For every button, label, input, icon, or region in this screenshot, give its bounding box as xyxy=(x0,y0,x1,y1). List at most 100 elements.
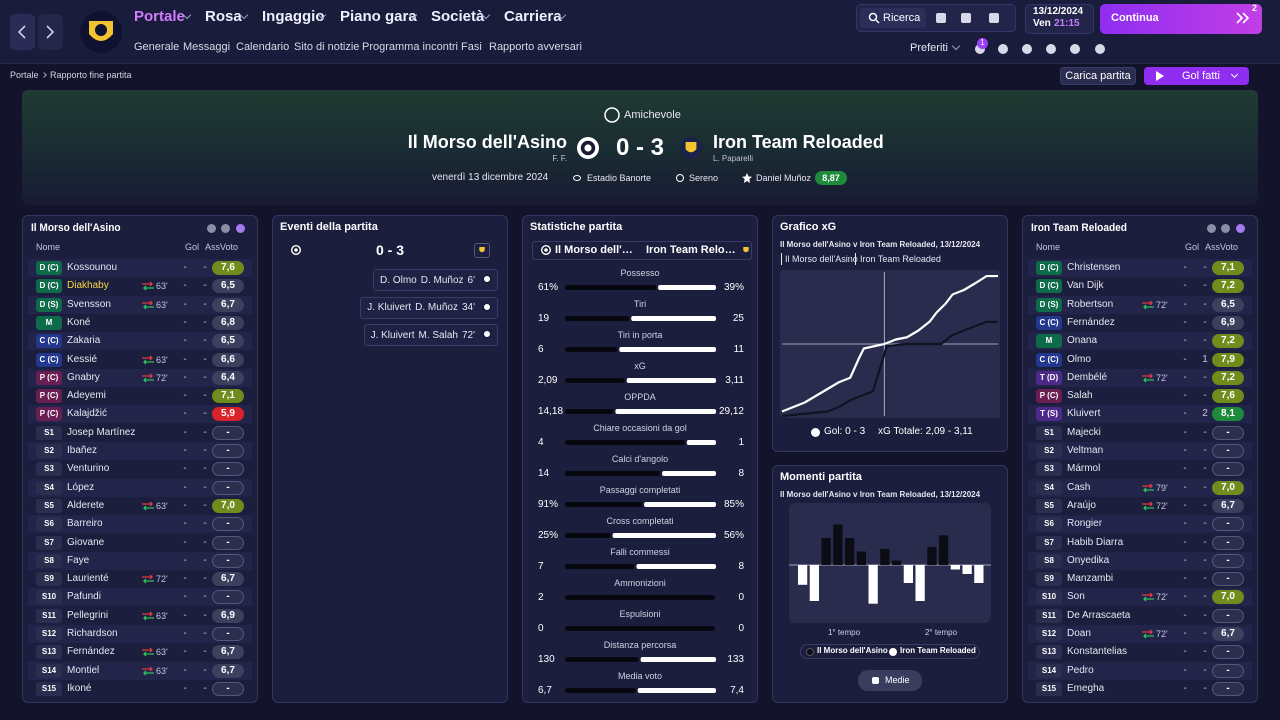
back-button[interactable] xyxy=(10,14,35,50)
forward-button[interactable] xyxy=(38,14,63,50)
stadium-icon xyxy=(573,175,581,181)
player-name[interactable]: Adeyemi xyxy=(67,390,106,402)
player-name[interactable]: Konstantelias xyxy=(1067,646,1128,658)
player-name[interactable]: Ikoné xyxy=(67,682,92,694)
player-name[interactable]: Giovane xyxy=(67,536,105,548)
play-icon xyxy=(1156,71,1164,81)
toolbar-icon[interactable] xyxy=(961,13,971,23)
player-name[interactable]: Svensson xyxy=(67,298,111,310)
breadcrumb-item[interactable]: Portale xyxy=(10,70,39,80)
panel-dot xyxy=(1236,224,1245,233)
load-match-button[interactable] xyxy=(1060,67,1136,85)
search-label[interactable]: Ricerca xyxy=(883,12,921,24)
menu-item[interactable]: Società xyxy=(431,8,485,25)
player-name[interactable]: Onana xyxy=(1067,335,1098,347)
player-name[interactable]: Olmo xyxy=(1067,353,1091,365)
player-name[interactable]: Laurienté xyxy=(67,573,109,585)
search-button[interactable] xyxy=(860,8,926,28)
player-name[interactable]: Cash xyxy=(1067,481,1091,493)
home-team-name: Il Morso dell'Asino xyxy=(407,132,567,152)
menu-item[interactable]: Ingaggio xyxy=(262,8,325,25)
player-name[interactable]: Pafundi xyxy=(67,591,101,603)
goals-label[interactable]: Gol fatti xyxy=(1182,70,1220,82)
quick-icon[interactable] xyxy=(1070,44,1080,54)
player-name[interactable]: Rongier xyxy=(1067,518,1103,530)
player-name[interactable]: Araújo xyxy=(1067,499,1096,511)
quick-icon[interactable] xyxy=(1095,44,1105,54)
stat-bar-home xyxy=(565,502,643,507)
submenu-item[interactable]: Calendario xyxy=(236,41,290,53)
player-name[interactable]: Zakaria xyxy=(67,335,101,347)
player-name[interactable]: Pellegrini xyxy=(67,609,109,621)
player-name[interactable]: Christensen xyxy=(1067,262,1121,273)
continue-button[interactable] xyxy=(1100,4,1262,34)
player-name[interactable]: Kluivert xyxy=(1067,408,1101,420)
player-name[interactable]: Emegha xyxy=(1067,682,1105,694)
submenu-item[interactable]: Programma incontri xyxy=(362,41,458,53)
player-name[interactable]: Fernández xyxy=(1067,316,1115,328)
menu-item[interactable]: Portale xyxy=(134,8,185,25)
quick-icon[interactable] xyxy=(975,44,985,54)
submenu-item[interactable]: Sito di notizie xyxy=(294,41,360,53)
player-name[interactable]: Koné xyxy=(67,316,91,328)
submenu-item[interactable]: Generale xyxy=(134,41,180,53)
toolbar-icon[interactable] xyxy=(989,13,999,23)
player-name[interactable]: López xyxy=(67,481,95,493)
player-name[interactable]: Robertson xyxy=(1067,298,1114,310)
favorites[interactable]: Preferiti xyxy=(910,42,948,54)
menu-item[interactable]: Rosa xyxy=(205,8,242,25)
quick-icon[interactable] xyxy=(1022,44,1032,54)
player-name[interactable]: Kossounou xyxy=(67,262,118,273)
submenu-item[interactable]: Messaggi xyxy=(183,41,231,53)
player-name[interactable]: Diakhaby xyxy=(67,280,109,292)
player-name[interactable]: Kessié xyxy=(67,353,98,365)
player-name[interactable]: Van Dijk xyxy=(1067,280,1104,292)
player-name[interactable]: De Arrascaeta xyxy=(1067,609,1131,621)
player-name[interactable]: Pedro xyxy=(1067,664,1094,676)
submenu-item[interactable]: Rapporto avversari xyxy=(489,41,582,53)
load-match-label[interactable]: Carica partita xyxy=(1065,70,1131,82)
column-header: Gol xyxy=(1185,242,1200,252)
rating-pill xyxy=(1212,297,1244,312)
player-name[interactable]: Josep Martínez xyxy=(67,426,136,438)
player-name[interactable]: Venturino xyxy=(67,463,110,475)
panel-title: Grafico xG xyxy=(780,221,837,233)
player-name[interactable]: Son xyxy=(1067,591,1085,603)
player-name[interactable]: Faye xyxy=(67,554,90,566)
player-name[interactable]: Kalajdžić xyxy=(67,408,108,420)
player-name[interactable]: Dembélé xyxy=(1067,371,1108,383)
continue-label[interactable]: Continua xyxy=(1111,12,1159,24)
player-name[interactable]: Barreiro xyxy=(67,518,103,530)
goals-button[interactable] xyxy=(1144,67,1249,85)
toolbar-icon[interactable] xyxy=(936,13,946,23)
player-name[interactable]: Richardson xyxy=(67,628,118,639)
player-name[interactable]: Mármol xyxy=(1067,463,1101,475)
favorites-badge xyxy=(977,38,988,49)
player-name[interactable]: Manzambi xyxy=(1067,573,1114,585)
stat-bar-home xyxy=(565,440,685,445)
goals: - xyxy=(183,573,187,585)
player-name[interactable]: Veltman xyxy=(1067,445,1104,456)
player-name[interactable]: Montiel xyxy=(67,664,100,676)
player-name[interactable]: Majecki xyxy=(1067,426,1101,438)
menu-item[interactable]: Carriera xyxy=(504,8,562,25)
player-name[interactable]: Habib Diarra xyxy=(1067,536,1124,548)
player-name[interactable]: Fernández xyxy=(67,646,115,658)
player-name[interactable]: Alderete xyxy=(67,499,105,511)
submenu-item[interactable]: Fasi xyxy=(461,41,482,53)
averages-button[interactable] xyxy=(858,670,922,691)
quick-icon[interactable] xyxy=(998,44,1008,54)
player-name[interactable]: Doan xyxy=(1067,628,1091,639)
position: T (D) xyxy=(1039,372,1059,382)
averages-label[interactable]: Medie xyxy=(885,675,910,685)
player-name[interactable]: Gnabry xyxy=(67,371,100,383)
player-name[interactable]: Ibañez xyxy=(67,445,98,456)
menu-item[interactable]: Piano gara xyxy=(340,8,417,25)
player-name[interactable]: Onyedika xyxy=(1067,554,1110,566)
sub-minute: 63' xyxy=(156,665,168,676)
legend-swatch xyxy=(806,648,814,656)
quick-icon[interactable] xyxy=(1046,44,1056,54)
competition-icon xyxy=(604,107,620,123)
player-name[interactable]: Salah xyxy=(1067,390,1093,402)
lineup-row xyxy=(1028,368,1252,387)
